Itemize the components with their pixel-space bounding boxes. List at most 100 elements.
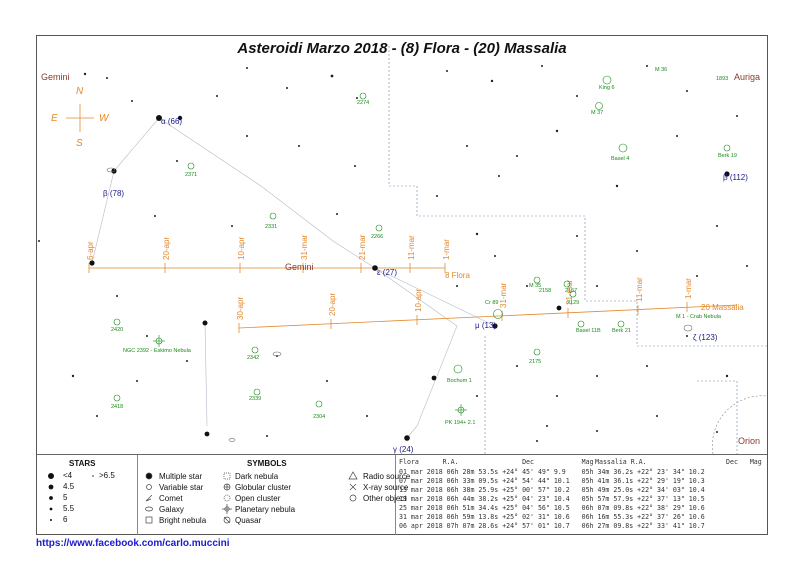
dso-label: 1893 xyxy=(716,76,728,82)
dso-label: Berk 19 xyxy=(718,153,737,159)
massalia-date: 11-mar xyxy=(635,277,644,302)
legend-symbol-icons xyxy=(145,471,358,524)
constellation-name: Orion xyxy=(738,436,760,446)
ephemeris-row: 25 mar 2018 06h 51m 34.4s +25° 04' 56" 1… xyxy=(399,504,705,512)
massalia-date: 21-mar xyxy=(565,279,574,305)
dso-label: Cr 89 xyxy=(485,300,498,306)
legend-symbol-multiple-star: Multiple star xyxy=(159,472,203,481)
dso-label: King 6 xyxy=(599,85,615,91)
flora-ticks xyxy=(88,263,446,273)
flora-date: 10-apr xyxy=(237,237,246,260)
dso-label: M 1 - Crab Nebula xyxy=(676,314,722,320)
ephemeris-header-flora: Flora R.A. Dec Mag xyxy=(399,458,594,466)
legend-symbol-galaxy: Galaxy xyxy=(159,505,184,514)
dso-label: Basel 4 xyxy=(611,156,629,162)
dso-label: 2175 xyxy=(529,359,541,365)
dso-label: 2420 xyxy=(111,327,123,333)
compass-east: E xyxy=(51,113,58,124)
legend-stars-title: STARS xyxy=(69,459,96,468)
star-label: γ (24) xyxy=(393,445,414,454)
legend-symbol-quasar: Quasar xyxy=(235,516,262,525)
legend-mag: 5.5 xyxy=(63,504,75,513)
star-label: β (78) xyxy=(103,189,124,198)
dso-label: 2266 xyxy=(371,234,383,240)
flora-date: 6-apr xyxy=(86,241,95,260)
ephemeris-row: 06 apr 2018 07h 07m 28.6s +24° 57' 01" 1… xyxy=(399,522,705,530)
bright-stars xyxy=(89,115,730,441)
massalia-date: 10-apr xyxy=(414,289,423,312)
ephemeris-row: 01 mar 2018 06h 28m 53.5s +24° 45' 49" 9… xyxy=(399,468,705,476)
legend-symbol-radio-source: Radio source xyxy=(363,472,411,481)
dso-label: 2158 xyxy=(539,288,551,294)
massalia-track-line xyxy=(238,304,738,329)
orion-boundary-arc xyxy=(712,395,767,454)
massalia-track-label: 20 Massalia xyxy=(701,303,744,312)
flora-date: 21-mar xyxy=(358,234,367,260)
legend-stars: STARS <4 4.5 5 5.5 6 >6.5 xyxy=(37,455,138,535)
star-label: μ (13) xyxy=(475,321,496,330)
chart-title: Asteroidi Marzo 2018 - (8) Flora - (20) … xyxy=(237,40,567,57)
constellation-name: Gemini xyxy=(41,72,70,82)
chart-frame: 6-apr 20-apr 10-apr 31-mar 21-mar 11-mar… xyxy=(36,35,768,535)
legend-symbol-other-object: Other object xyxy=(363,494,407,503)
dso-labels: 2274 King 6 M 37 M 36 1893 Basel 4 2371 … xyxy=(111,67,737,426)
dso-label: 2331 xyxy=(265,224,277,230)
legend-symbol-planetary-nebula: Planetary nebula xyxy=(235,505,296,514)
legend-symbol-globular-cluster: Globular cluster xyxy=(235,483,292,492)
legend-symbol-open-cluster: Open cluster xyxy=(235,494,281,503)
dso-label: 2129 xyxy=(567,300,579,306)
constellation-lines xyxy=(91,117,496,439)
flora-date: 31-mar xyxy=(300,234,309,260)
legend-mag-faint: >6.5 xyxy=(99,471,115,480)
star-labels: α (66) β (78) ε (27) μ (13) β (112) ζ (1… xyxy=(103,117,748,454)
massalia-date-labels: 30-apr 20-apr 10-apr 31-mar 21-mar 11-ma… xyxy=(236,277,693,320)
dso-label: M 37 xyxy=(591,110,603,116)
dso-label: Berk 21 xyxy=(612,328,631,334)
legend-symbol-bright-nebula: Bright nebula xyxy=(159,516,207,525)
faint-stars xyxy=(38,65,748,442)
dso-label: Bochum 1 xyxy=(447,378,472,384)
dso-label: 2342 xyxy=(247,355,259,361)
legend-mag: 4.5 xyxy=(63,482,75,491)
credit-link[interactable]: https://www.facebook.com/carlo.muccini xyxy=(36,538,230,549)
massalia-date: 20-apr xyxy=(328,293,337,316)
star-label: β (112) xyxy=(723,173,748,182)
compass-rose: N S E W xyxy=(51,86,110,149)
planetary-nebulae xyxy=(153,335,467,416)
compass-south: S xyxy=(76,138,83,149)
dso-label: M 36 xyxy=(655,67,667,73)
star-label: ζ (123) xyxy=(693,333,718,342)
massalia-date: 1-mar xyxy=(684,278,693,299)
dso-label: M 35 xyxy=(529,283,541,289)
legend: STARS <4 4.5 5 5.5 6 >6.5 SYMBOLS xyxy=(37,454,767,535)
flora-date-labels: 6-apr 20-apr 10-apr 31-mar 21-mar 11-mar… xyxy=(86,234,451,260)
massalia-date: 31-mar xyxy=(499,282,508,308)
dso-label: 2339 xyxy=(249,396,261,402)
star-magnitude-dots xyxy=(48,473,94,521)
dso-label: 2418 xyxy=(111,404,123,410)
star-chart: 6-apr 20-apr 10-apr 31-mar 21-mar 11-mar… xyxy=(38,46,767,454)
legend-mag: 5 xyxy=(63,493,68,502)
deep-sky-objects xyxy=(113,75,731,408)
constellation-name: Gemini xyxy=(285,262,314,272)
legend-symbol-variable-star: Variable star xyxy=(159,483,204,492)
legend-symbol-xray-source: X-ray source xyxy=(363,483,409,492)
ephemeris-row: 19 mar 2018 06h 44m 38.2s +25° 04' 23" 1… xyxy=(399,495,705,503)
dso-label: 2157 xyxy=(565,288,577,294)
star-label: ε (27) xyxy=(377,268,397,277)
legend-symbols: SYMBOLS Multiple st xyxy=(137,455,410,535)
dso-label: 2371 xyxy=(185,172,197,178)
dso-label: NGC 2392 - Eskimo Nebula xyxy=(123,348,192,354)
flora-date: 11-mar xyxy=(407,235,416,260)
flora-date: 1-mar xyxy=(442,239,451,260)
flora-date: 20-apr xyxy=(162,237,171,260)
dso-label: 2304 xyxy=(313,414,325,420)
galaxies xyxy=(106,167,693,442)
ephemeris-row: 13 mar 2018 06h 38m 25.9s +25° 00' 57" 1… xyxy=(399,486,705,494)
legend-mag: 6 xyxy=(63,515,68,524)
massalia-date: 30-apr xyxy=(236,297,245,320)
compass-west: W xyxy=(99,113,110,124)
dso-label: Basel 11B xyxy=(576,328,601,334)
flora-track-label: 8 Flora xyxy=(445,271,470,280)
legend-symbol-dark-nebula: Dark nebula xyxy=(235,472,279,481)
